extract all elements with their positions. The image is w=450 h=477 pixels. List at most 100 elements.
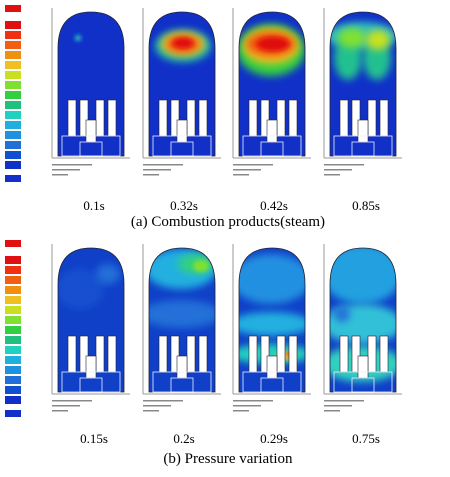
legend-swatch: [5, 81, 21, 89]
caption-line: [233, 410, 249, 412]
simulation-panel: [232, 244, 311, 412]
caption: (b) Pressure variation: [163, 451, 293, 467]
structure: [158, 99, 168, 137]
structure: [276, 335, 286, 373]
structure: [248, 99, 258, 137]
time-label: 0.85s: [352, 198, 380, 213]
legend-swatch: [5, 31, 21, 39]
dome-outline: [329, 247, 397, 393]
legend-swatch: [5, 316, 21, 324]
structure: [107, 99, 117, 137]
time-label: 0.42s: [260, 198, 288, 213]
structure: [379, 99, 389, 137]
contour-blob: [239, 254, 305, 304]
structure: [95, 335, 105, 373]
structure: [79, 377, 103, 393]
legend-swatch: [5, 51, 21, 59]
structure: [198, 99, 208, 137]
legend-swatch: [5, 386, 21, 394]
contour-blob: [193, 260, 209, 272]
legend-swatch: [5, 41, 21, 49]
structure: [339, 335, 349, 373]
caption-line: [324, 169, 352, 171]
dome-outline: [238, 11, 306, 157]
structure: [158, 335, 168, 373]
structure: [357, 119, 369, 143]
caption: (a) Combustion products(steam): [131, 214, 325, 230]
contour-blob: [257, 37, 289, 51]
caption-line: [143, 405, 171, 407]
caption-line: [52, 169, 80, 171]
legend-swatch: [5, 240, 21, 247]
legend-swatch: [5, 286, 21, 294]
caption-line: [52, 164, 92, 166]
caption-line: [143, 169, 171, 171]
structure: [266, 119, 278, 143]
legend-swatch: [5, 356, 21, 364]
structure: [198, 335, 208, 373]
caption-line: [143, 400, 183, 402]
contour-blob: [366, 30, 390, 50]
legend-swatch: [5, 336, 21, 344]
caption-line: [233, 169, 261, 171]
legend-swatch: [5, 101, 21, 109]
caption-line: [143, 174, 159, 176]
legend-swatch: [5, 91, 21, 99]
legend-swatch: [5, 326, 21, 334]
legend-swatch: [5, 410, 21, 417]
structure: [67, 99, 77, 137]
structure: [357, 355, 369, 379]
caption-line: [52, 400, 92, 402]
legend-swatch: [5, 61, 21, 69]
structure: [260, 141, 284, 157]
contour-blob: [58, 269, 104, 309]
time-label: 0.15s: [80, 431, 108, 446]
simulation-panel: [51, 8, 130, 176]
caption-line: [233, 405, 261, 407]
structure: [367, 99, 377, 137]
structure: [170, 141, 194, 157]
structure: [79, 141, 103, 157]
structure: [176, 119, 188, 143]
time-label: 0.2s: [173, 431, 194, 446]
legend-swatch: [5, 276, 21, 284]
caption-line: [143, 410, 159, 412]
caption-line: [324, 164, 364, 166]
structure: [379, 335, 389, 373]
caption-line: [233, 164, 273, 166]
legend-swatch: [5, 71, 21, 79]
legend-swatch: [5, 161, 21, 169]
caption-line: [324, 410, 340, 412]
dome-outline: [148, 247, 216, 393]
dome-outline: [57, 247, 125, 393]
structure: [367, 335, 377, 373]
contour-blob: [173, 38, 193, 48]
caption-line: [233, 400, 273, 402]
structure: [288, 99, 298, 137]
dome-outline: [148, 11, 216, 157]
caption-line: [52, 174, 68, 176]
legend-swatch: [5, 346, 21, 354]
contour-blob: [75, 35, 81, 41]
simulation-panel: [142, 244, 221, 412]
caption-line: [52, 410, 68, 412]
structure: [170, 377, 194, 393]
structure: [351, 377, 375, 393]
legend-swatch: [5, 141, 21, 149]
contour-blob: [96, 264, 120, 284]
dome-outline: [238, 247, 306, 393]
time-label: 0.1s: [83, 198, 104, 213]
structure: [85, 119, 97, 143]
legend-swatch: [5, 366, 21, 374]
caption-line: [52, 405, 80, 407]
time-label: 0.29s: [260, 431, 288, 446]
caption-line: [324, 174, 340, 176]
caption-line: [324, 405, 352, 407]
time-label: 0.75s: [352, 431, 380, 446]
structure: [186, 99, 196, 137]
legend-swatch: [5, 121, 21, 129]
structure: [85, 355, 97, 379]
legend-swatch: [5, 396, 21, 404]
dome-outline: [329, 11, 397, 157]
